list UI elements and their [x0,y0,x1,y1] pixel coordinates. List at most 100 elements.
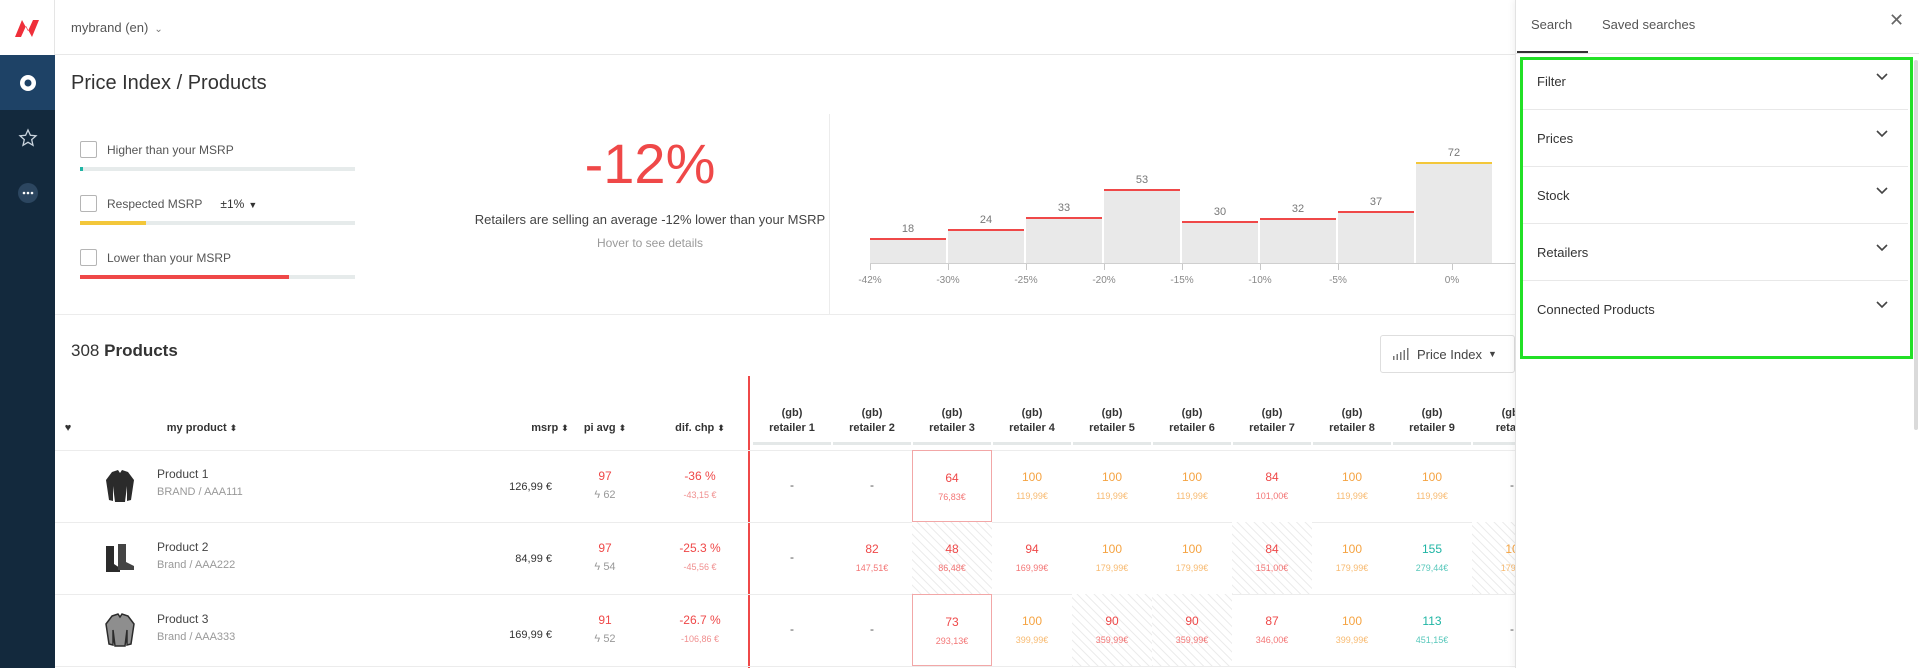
retailer-price-cell[interactable]: 100 399,99€ [992,594,1072,666]
retailer-price-cell[interactable]: 100 119,99€ [1152,450,1232,522]
retailer-price-cell[interactable]: - [832,594,912,666]
retailer-price-cell[interactable]: 100 399,99€ [1312,594,1392,666]
product-name[interactable]: Product 3 [157,612,209,626]
sort-icon: ⬍ [618,423,627,433]
retailer-price-cell[interactable]: 100 119,99€ [1072,450,1152,522]
higher-bar [80,167,355,171]
brand-selector[interactable]: mybrand (en) ⌄ [71,20,163,35]
histogram-bar[interactable] [1104,188,1180,263]
view-select[interactable]: Price Index ▼ [1380,335,1515,373]
retailer-price-cell[interactable]: 155 279,44€ [1392,522,1472,594]
retailer-column-header[interactable]: (gb) retailer 2 [832,406,912,436]
search-sections-highlight [1520,57,1913,359]
lower-checkbox[interactable] [80,249,97,266]
respected-checkbox[interactable] [80,195,97,212]
retailer-price-cell[interactable]: 64 76,83€ [912,450,992,522]
retailer-country: (gb) [1021,407,1043,419]
nav-favorites[interactable] [0,110,55,165]
histogram-bar[interactable] [1338,211,1414,263]
retailer-price-cell[interactable]: 100 179,99€ [1072,522,1152,594]
retailer-price-cell[interactable]: 94 169,99€ [992,522,1072,594]
histogram-bar[interactable] [1416,162,1492,263]
section-filter[interactable]: Filter [1523,53,1908,110]
retailer-column-header[interactable]: (gb) retaile [1472,406,1515,436]
retailer-name: retailer 1 [769,422,815,434]
msrp-column-label: msrp [531,422,559,434]
retailer-price-cell[interactable]: 10 179,9 [1472,522,1515,594]
retailer-header-underline [833,442,911,445]
retailer-price: 147,51€ [855,563,889,573]
retailer-column-header[interactable]: (gb) retailer 6 [1152,406,1232,436]
product-name[interactable]: Product 1 [157,467,209,481]
msrp-value: 84,99 € [515,553,552,565]
dif-column-header[interactable]: dif. chp ⬍ [665,421,735,436]
retailer-price-cell[interactable]: 84 101,00€ [1232,450,1312,522]
price-index-histogram[interactable]: 18 24 33 53 30 32 37 72 -42% -30% -25% -20% -15% -10%… [55,56,1515,316]
nav-dashboard[interactable] [0,55,55,110]
retailer-price-cell[interactable]: 73 293,13€ [912,594,992,666]
price-index-value: 82 [865,542,879,556]
retailer-column-header[interactable]: (gb) retailer 4 [992,406,1072,436]
page-title: Price Index / Products [71,72,267,94]
price-index-value: 113 [1422,614,1442,628]
retailer-column-header[interactable]: (gb) retailer 9 [1392,406,1472,436]
tab-saved-searches[interactable]: Saved searches [1602,17,1696,32]
retailer-column-header[interactable]: (gb) retailer 7 [1232,406,1312,436]
retailer-price-cell[interactable]: 100 179,99€ [1312,522,1392,594]
histogram-bar[interactable] [1026,216,1102,263]
retailer-price-cell[interactable]: - [832,450,912,522]
row-separator [55,594,1515,595]
retailer-price-cell[interactable]: 48 86,48€ [912,522,992,594]
pi-avg-column-header[interactable]: pi avg ⬍ [575,421,635,436]
retailer-column-header[interactable]: (gb) retailer 1 [752,406,832,436]
tolerance-dropdown[interactable]: ±1% ▼ [220,197,257,211]
retailer-price-cell[interactable]: 84 151,00€ [1232,522,1312,594]
retailer-price-cell[interactable]: - [1472,450,1515,522]
product-name[interactable]: Product 2 [157,540,209,554]
retailer-column-header[interactable]: (gb) retailer 5 [1072,406,1152,436]
product-column-header[interactable]: my product ⬍ [152,421,252,436]
close-icon[interactable]: ✕ [1889,10,1905,30]
section-retailers[interactable]: Retailers [1523,224,1908,281]
panel-scrollbar[interactable] [1914,60,1918,430]
retailer-price-cell[interactable]: - [752,522,832,594]
retailer-price-cell[interactable]: 87 346,00€ [1232,594,1312,666]
retailer-column-header[interactable]: (gb) retailer 3 [912,406,992,436]
retailer-price-cell[interactable]: - [752,594,832,666]
brand-logo[interactable] [0,0,55,55]
histogram-bar[interactable] [870,237,946,263]
msrp-column-header[interactable]: msrp ⬍ [520,421,580,436]
retailer-column-header[interactable]: (gb) retailer 8 [1312,406,1392,436]
retailer-price-cell[interactable]: - [752,450,832,522]
histogram-tick [1452,264,1453,270]
retailer-price-cell[interactable]: - [1472,594,1515,666]
retailer-price-cell[interactable]: 100 179,99€ [1152,522,1232,594]
retailer-price-cell[interactable]: 113 451,15€ [1392,594,1472,666]
retailer-price-cell[interactable]: 100 119,99€ [1392,450,1472,522]
retailer-name: retailer 6 [1169,422,1215,434]
retailer-price-cell[interactable]: 100 119,99€ [992,450,1072,522]
retailer-price: 119,99€ [1336,491,1368,501]
retailer-price-cell[interactable]: 90 359,99€ [1152,594,1232,666]
histogram-bar[interactable] [1260,218,1336,263]
retailer-price-cell[interactable]: 90 359,99€ [1072,594,1152,666]
pi-avg-column-label: pi avg [583,422,616,434]
histogram-bar[interactable] [948,229,1024,263]
tab-search[interactable]: Search [1531,17,1573,32]
retailer-price-cell[interactable]: 100 119,99€ [1312,450,1392,522]
section-connected-products[interactable]: Connected Products [1523,281,1908,338]
retailer-price-cell[interactable]: 82 147,51€ [832,522,912,594]
sort-icon: ⬍ [717,423,725,433]
histogram-bar-top [1104,188,1180,191]
nav-more[interactable] [0,165,55,220]
retailer-country: (gb) [1181,407,1203,419]
higher-checkbox[interactable] [80,141,97,158]
price-index-value: 73 [945,615,959,629]
section-prices[interactable]: Prices [1523,110,1908,167]
section-filter-label: Filter [1537,73,1566,89]
retailer-country: (gb) [1501,407,1515,419]
histogram-bar[interactable] [1182,221,1258,263]
jacket-thumbnail [106,470,134,502]
section-stock[interactable]: Stock [1523,167,1908,224]
favorite-column-header[interactable]: ♥ [58,421,78,436]
